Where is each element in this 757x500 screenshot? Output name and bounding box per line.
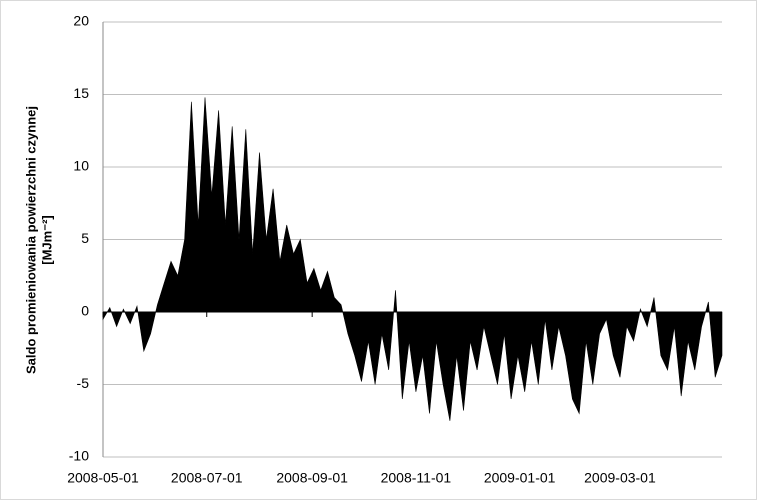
y-tick-label: -10 <box>69 448 89 464</box>
y-axis-unit: [MJm⁻²] <box>39 215 54 264</box>
y-tick-label: 10 <box>73 158 89 174</box>
y-tick-label: 5 <box>81 230 89 246</box>
area <box>102 97 723 421</box>
x-tick-label: 2009-03-01 <box>584 470 656 486</box>
x-tick-label: 2008-07-01 <box>171 470 243 486</box>
y-axis-label: Saldo promieniowania powierzchni czynnej <box>23 106 38 374</box>
x-tick-label: 2009-01-01 <box>484 470 556 486</box>
y-tick-label: 0 <box>81 303 89 319</box>
y-tick-label: -5 <box>77 375 90 391</box>
y-tick-label: 20 <box>73 13 89 29</box>
x-tick-label: 2008-05-01 <box>67 470 139 486</box>
x-tick-label: 2008-11-01 <box>381 470 452 486</box>
x-tick-label: 2008-09-01 <box>276 470 348 486</box>
y-tick-label: 15 <box>73 85 89 101</box>
